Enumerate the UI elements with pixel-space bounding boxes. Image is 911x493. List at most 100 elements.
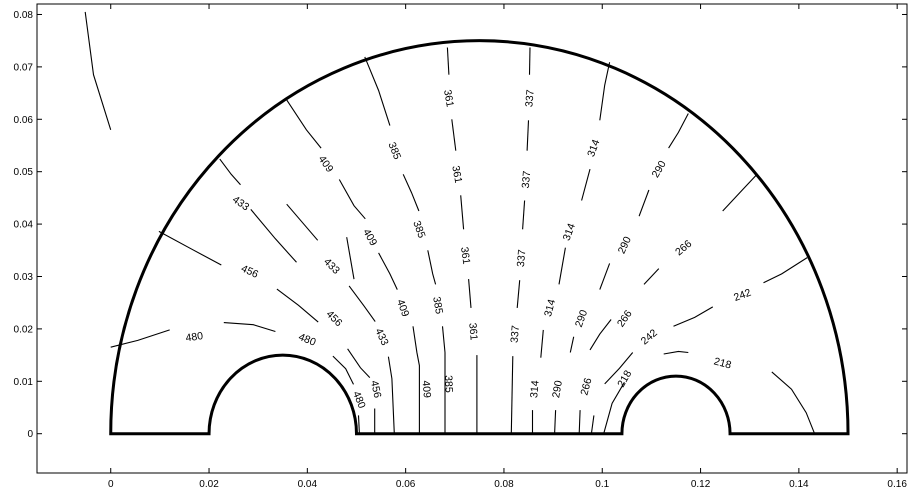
contour-line — [451, 119, 457, 151]
contour-label: 242 — [732, 287, 753, 304]
contour-label: 456 — [324, 308, 345, 329]
x-tick-label: 0.06 — [396, 479, 416, 490]
contour-line — [364, 56, 391, 126]
contour-line — [516, 280, 521, 308]
contour-line — [668, 113, 689, 149]
contour-label: 314 — [528, 380, 541, 399]
contour-label: 456 — [239, 263, 260, 281]
contour-line — [441, 326, 446, 434]
contour-line — [338, 179, 366, 220]
contour-line — [554, 410, 557, 434]
contour-labels: 480 4804804564564564334334334094094094093… — [185, 89, 753, 411]
y-tick-label: 0.04 — [14, 220, 34, 231]
contour-label: 314 — [542, 298, 558, 318]
contour-label: 337 — [509, 325, 522, 344]
contour-line — [771, 371, 816, 434]
y-tick-label: 0.07 — [14, 62, 34, 73]
contour-label: 456 — [368, 379, 383, 399]
contour-line — [460, 195, 465, 230]
x-tick-label: 0.12 — [691, 479, 711, 490]
y-tick-label: 0.06 — [14, 115, 34, 126]
contour-label: 266 — [673, 238, 694, 259]
x-tick-label: 0 — [108, 479, 114, 490]
contour-label: 361 — [466, 322, 479, 341]
y-axis-ticks: 0 0.01 0.02 0.03 0.04 0.05 0.06 0.07 0.08 — [14, 10, 907, 440]
contour-line — [604, 352, 634, 385]
x-tick-label: 0.14 — [789, 479, 809, 490]
x-tick-label: 0.16 — [887, 479, 907, 490]
y-tick-label: 0.03 — [14, 272, 34, 283]
contour-label: 266 — [615, 308, 635, 329]
x-tick-label: 0.08 — [494, 479, 514, 490]
contour-line — [599, 62, 611, 121]
contour-label: 409 — [394, 298, 411, 319]
contour-label: 218 — [713, 355, 733, 371]
contour-label: 433 — [321, 256, 342, 277]
contour-line — [347, 348, 371, 378]
contour-label: 409 — [360, 227, 379, 248]
contour-line — [286, 203, 319, 241]
contour-line — [427, 250, 437, 285]
contour-label: 361 — [449, 165, 464, 184]
y-tick-label: 0.01 — [14, 377, 34, 388]
contour-line — [578, 410, 581, 434]
y-tick-label: 0.02 — [14, 324, 34, 335]
contour-line — [412, 326, 420, 434]
contour-line — [510, 356, 514, 434]
contour-label: 290 — [616, 235, 634, 256]
domain-boundary — [109, 39, 850, 436]
contour-line — [446, 47, 450, 75]
contour-line — [673, 306, 714, 327]
contour-line — [348, 285, 376, 322]
contour-line — [569, 336, 575, 353]
contour-line — [528, 47, 531, 75]
contour-label: 290 — [550, 379, 565, 398]
contour-line — [581, 168, 591, 201]
contour-label: 480 — [185, 330, 204, 344]
contour-line — [468, 279, 472, 308]
contour-label: 337 — [523, 89, 536, 108]
y-tick-label: 0.08 — [14, 10, 34, 21]
contour-line — [589, 319, 612, 351]
contour-line — [522, 200, 526, 230]
contour-label: 409 — [420, 380, 433, 399]
contour-line — [663, 350, 689, 355]
contour-line — [250, 209, 297, 263]
contour-line — [603, 382, 625, 434]
contour-line — [526, 120, 530, 151]
contour-label: 409 — [316, 153, 336, 174]
contour-line — [638, 189, 650, 217]
contour-line — [276, 288, 319, 323]
contour-line — [357, 415, 360, 434]
contour-label: 361 — [458, 246, 472, 265]
x-axis-ticks: 0 0.02 0.04 0.06 0.08 0.1 0.12 0.14 0.16 — [108, 4, 907, 490]
contour-label: 337 — [515, 249, 528, 268]
contour-line — [378, 252, 398, 290]
x-tick-label: 0.1 — [595, 479, 609, 490]
contour-line — [84, 11, 112, 130]
contour-label: 385 — [442, 375, 455, 393]
contour-line — [286, 99, 322, 149]
contour-label: 433 — [230, 194, 251, 214]
contour-label: 314 — [585, 138, 602, 159]
contour-line — [158, 230, 222, 266]
contour-line — [763, 257, 808, 284]
contour-line — [332, 355, 354, 385]
contour-line — [402, 174, 420, 212]
contour-line — [558, 247, 566, 285]
contour-line — [599, 263, 611, 290]
contour-line — [223, 322, 276, 333]
contour-label: 290 — [650, 159, 669, 180]
y-tick-label: 0 — [27, 429, 33, 440]
y-tick-label: 0.05 — [14, 167, 34, 178]
contour-label: 266 — [578, 377, 594, 397]
contour-label: 361 — [441, 89, 456, 108]
contour-line — [643, 268, 660, 285]
x-tick-label: 0.02 — [199, 479, 219, 490]
contour-lines — [84, 11, 816, 434]
contour-label: 480 — [297, 331, 318, 349]
contour-line — [219, 158, 241, 186]
contour-line — [722, 173, 758, 212]
contour-line — [540, 329, 544, 358]
contour-label: 314 — [561, 222, 578, 243]
